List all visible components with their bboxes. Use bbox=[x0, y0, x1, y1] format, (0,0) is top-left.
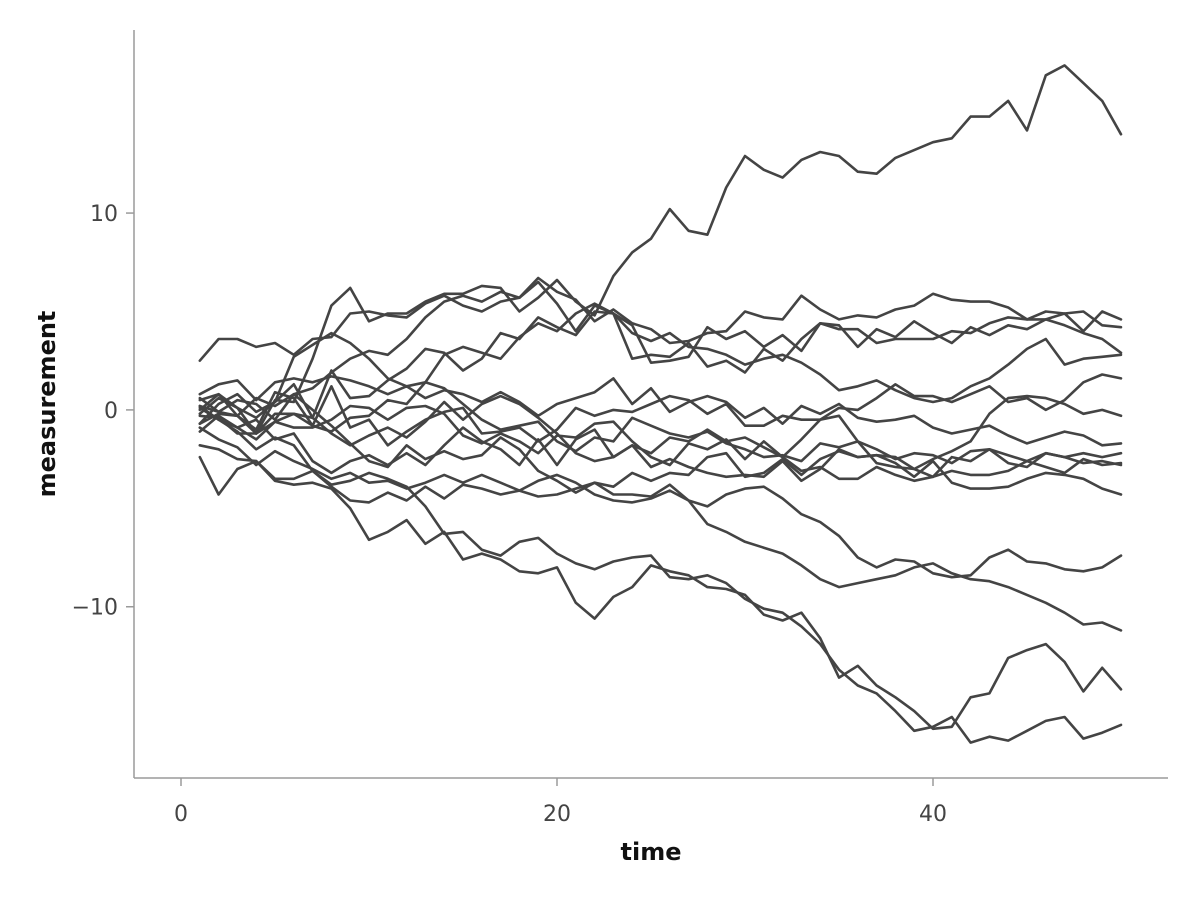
series-line-3 bbox=[198, 310, 1123, 435]
series-line-5 bbox=[198, 375, 1123, 447]
x-tick-label: 40 bbox=[919, 802, 947, 827]
x-axis-title: time bbox=[621, 838, 682, 866]
series-line-4 bbox=[198, 280, 1123, 422]
y-tick-label: 0 bbox=[104, 399, 118, 424]
series-line-8 bbox=[198, 394, 1123, 471]
series-line-16 bbox=[198, 331, 1123, 467]
series-line-12 bbox=[198, 455, 1123, 632]
y-axis-title: measurement bbox=[33, 311, 61, 498]
series-line-1 bbox=[198, 64, 1123, 435]
y-ticks: −10 0 10 bbox=[72, 202, 134, 621]
x-tick-label: 20 bbox=[543, 802, 571, 827]
y-tick-label: 10 bbox=[90, 202, 118, 227]
series-line-10 bbox=[198, 414, 1123, 496]
x-tick-label: 0 bbox=[174, 802, 188, 827]
axes bbox=[133, 30, 1168, 779]
y-tick-label: −10 bbox=[72, 596, 118, 621]
x-ticks: 0 20 40 bbox=[174, 778, 947, 827]
series-line-9 bbox=[198, 392, 1123, 494]
series-line-14 bbox=[198, 404, 1123, 744]
series-line-15 bbox=[198, 382, 1123, 483]
series-line-2 bbox=[198, 276, 1123, 363]
plot-lines bbox=[198, 64, 1123, 744]
series-line-7 bbox=[198, 373, 1123, 447]
series-line-6 bbox=[198, 302, 1123, 435]
series-line-11 bbox=[198, 426, 1123, 579]
